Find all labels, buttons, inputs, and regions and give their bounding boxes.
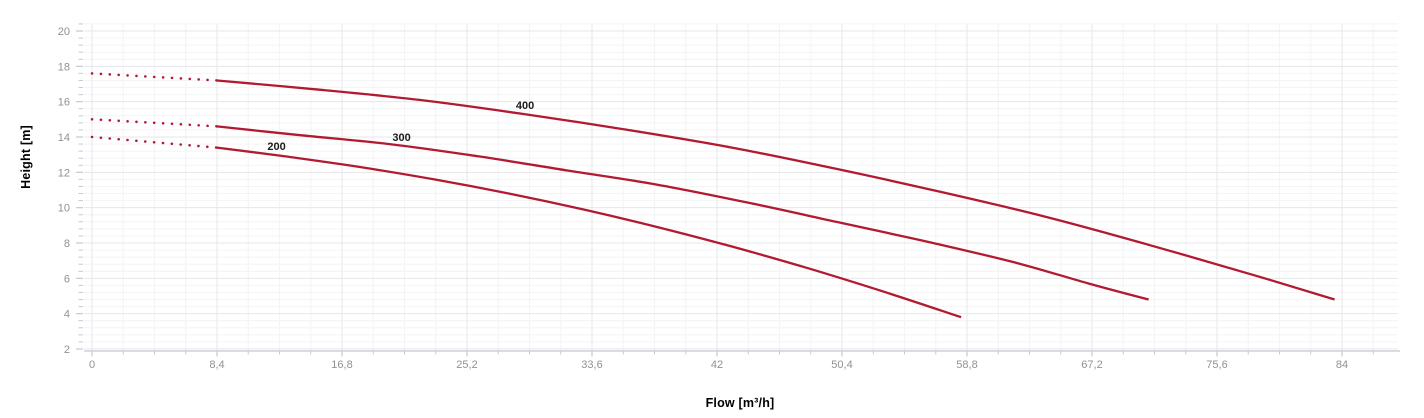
x-axis-title: Flow [m³/h] [705,396,775,410]
x-tick-label: 16,8 [331,359,352,371]
curve-label-200: 200 [267,141,285,153]
y-tick-label: 20 [58,26,70,38]
y-tick-label: 16 [58,97,70,109]
y-tick-label: 2 [64,344,70,356]
y-tick-label: 10 [58,203,70,215]
y-axis-title: Height [m] [19,125,33,189]
y-tick-label: 8 [64,238,70,250]
y-tick-label: 14 [58,132,70,144]
curve-label-400: 400 [516,100,534,112]
curve-dotted-400 [90,72,219,82]
x-tick-label: 67,2 [1081,359,1102,371]
x-tick-label: 58,8 [956,359,977,371]
curve-300 [216,125,1149,301]
x-tick-label: 25,2 [456,359,477,371]
y-tick-label: 12 [58,167,70,179]
curve-label-300: 300 [392,132,410,144]
x-tick-label: 50,4 [831,359,852,371]
x-tick-label: 8,4 [209,359,224,371]
x-tick-label: 42 [711,359,723,371]
x-tick-label: 33,6 [581,359,602,371]
y-tick-label: 6 [64,273,70,285]
x-tick-label: 0 [89,359,95,371]
x-tick-label: 75,6 [1206,359,1227,371]
curve-dotted-300 [90,118,219,128]
x-tick-label: 84 [1336,359,1348,371]
y-tick-label: 18 [58,61,70,73]
y-tick-label: 4 [64,309,70,321]
curve-400 [216,79,1335,301]
curve-200 [216,146,962,319]
curve-dotted-200 [90,135,219,149]
